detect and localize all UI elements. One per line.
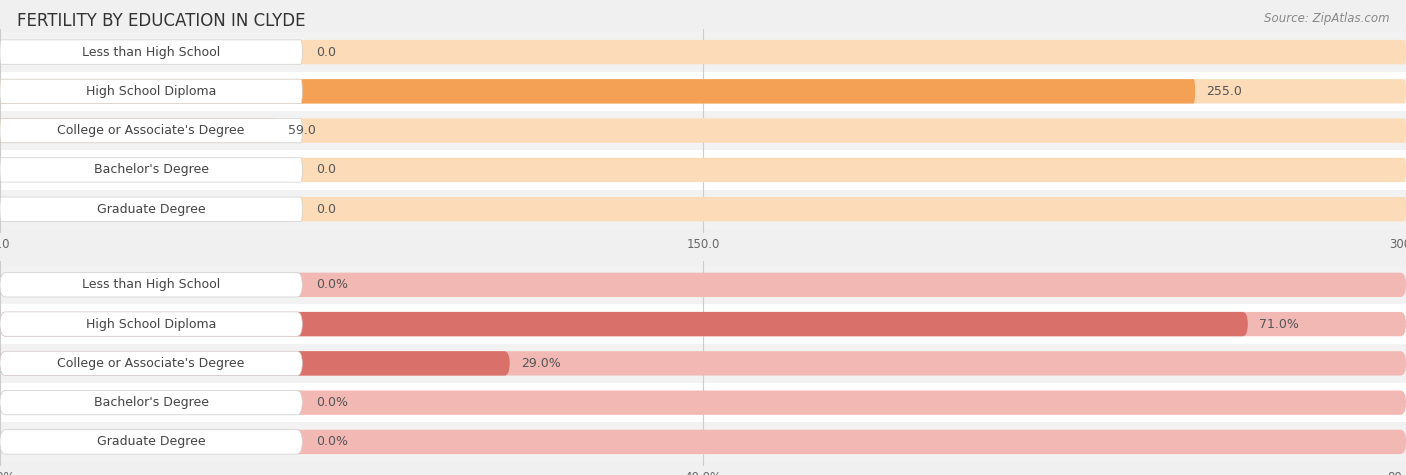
- FancyBboxPatch shape: [0, 197, 1406, 221]
- Bar: [0, 32, 1406, 72]
- Bar: [0, 383, 1406, 422]
- Bar: [0, 344, 1406, 383]
- Text: FERTILITY BY EDUCATION IN CLYDE: FERTILITY BY EDUCATION IN CLYDE: [17, 12, 305, 30]
- Text: 0.0%: 0.0%: [316, 436, 349, 448]
- FancyBboxPatch shape: [0, 40, 1406, 64]
- FancyBboxPatch shape: [0, 118, 302, 143]
- Text: 0.0%: 0.0%: [316, 278, 349, 291]
- FancyBboxPatch shape: [0, 430, 302, 454]
- Bar: [0, 111, 1406, 150]
- FancyBboxPatch shape: [0, 390, 302, 415]
- Text: Bachelor's Degree: Bachelor's Degree: [94, 396, 208, 409]
- FancyBboxPatch shape: [0, 197, 302, 221]
- Text: Graduate Degree: Graduate Degree: [97, 436, 205, 448]
- FancyBboxPatch shape: [0, 118, 277, 143]
- Text: 0.0: 0.0: [316, 163, 336, 176]
- Text: Less than High School: Less than High School: [82, 278, 221, 291]
- FancyBboxPatch shape: [0, 351, 302, 376]
- FancyBboxPatch shape: [0, 430, 1406, 454]
- Text: 0.0: 0.0: [316, 46, 336, 58]
- FancyBboxPatch shape: [0, 351, 509, 376]
- Text: College or Associate's Degree: College or Associate's Degree: [58, 124, 245, 137]
- FancyBboxPatch shape: [0, 118, 1406, 143]
- FancyBboxPatch shape: [0, 79, 1406, 104]
- FancyBboxPatch shape: [0, 40, 302, 64]
- FancyBboxPatch shape: [0, 79, 302, 104]
- Bar: [0, 150, 1406, 190]
- FancyBboxPatch shape: [0, 312, 1406, 336]
- Bar: [0, 422, 1406, 462]
- Text: Source: ZipAtlas.com: Source: ZipAtlas.com: [1264, 12, 1389, 25]
- Text: High School Diploma: High School Diploma: [86, 85, 217, 98]
- Bar: [0, 304, 1406, 344]
- Text: 255.0: 255.0: [1206, 85, 1243, 98]
- Text: Graduate Degree: Graduate Degree: [97, 203, 205, 216]
- FancyBboxPatch shape: [0, 158, 1406, 182]
- Text: High School Diploma: High School Diploma: [86, 318, 217, 331]
- Text: 59.0: 59.0: [288, 124, 315, 137]
- FancyBboxPatch shape: [0, 273, 302, 297]
- Bar: [0, 265, 1406, 304]
- FancyBboxPatch shape: [0, 79, 1195, 104]
- FancyBboxPatch shape: [0, 312, 1249, 336]
- Text: 29.0%: 29.0%: [520, 357, 561, 370]
- FancyBboxPatch shape: [0, 390, 1406, 415]
- FancyBboxPatch shape: [0, 312, 302, 336]
- Text: 0.0: 0.0: [316, 203, 336, 216]
- FancyBboxPatch shape: [0, 273, 1406, 297]
- FancyBboxPatch shape: [0, 158, 302, 182]
- Bar: [0, 190, 1406, 229]
- Text: 0.0%: 0.0%: [316, 396, 349, 409]
- Text: Bachelor's Degree: Bachelor's Degree: [94, 163, 208, 176]
- FancyBboxPatch shape: [0, 351, 1406, 376]
- Text: College or Associate's Degree: College or Associate's Degree: [58, 357, 245, 370]
- Text: Less than High School: Less than High School: [82, 46, 221, 58]
- Bar: [0, 72, 1406, 111]
- Text: 71.0%: 71.0%: [1260, 318, 1299, 331]
